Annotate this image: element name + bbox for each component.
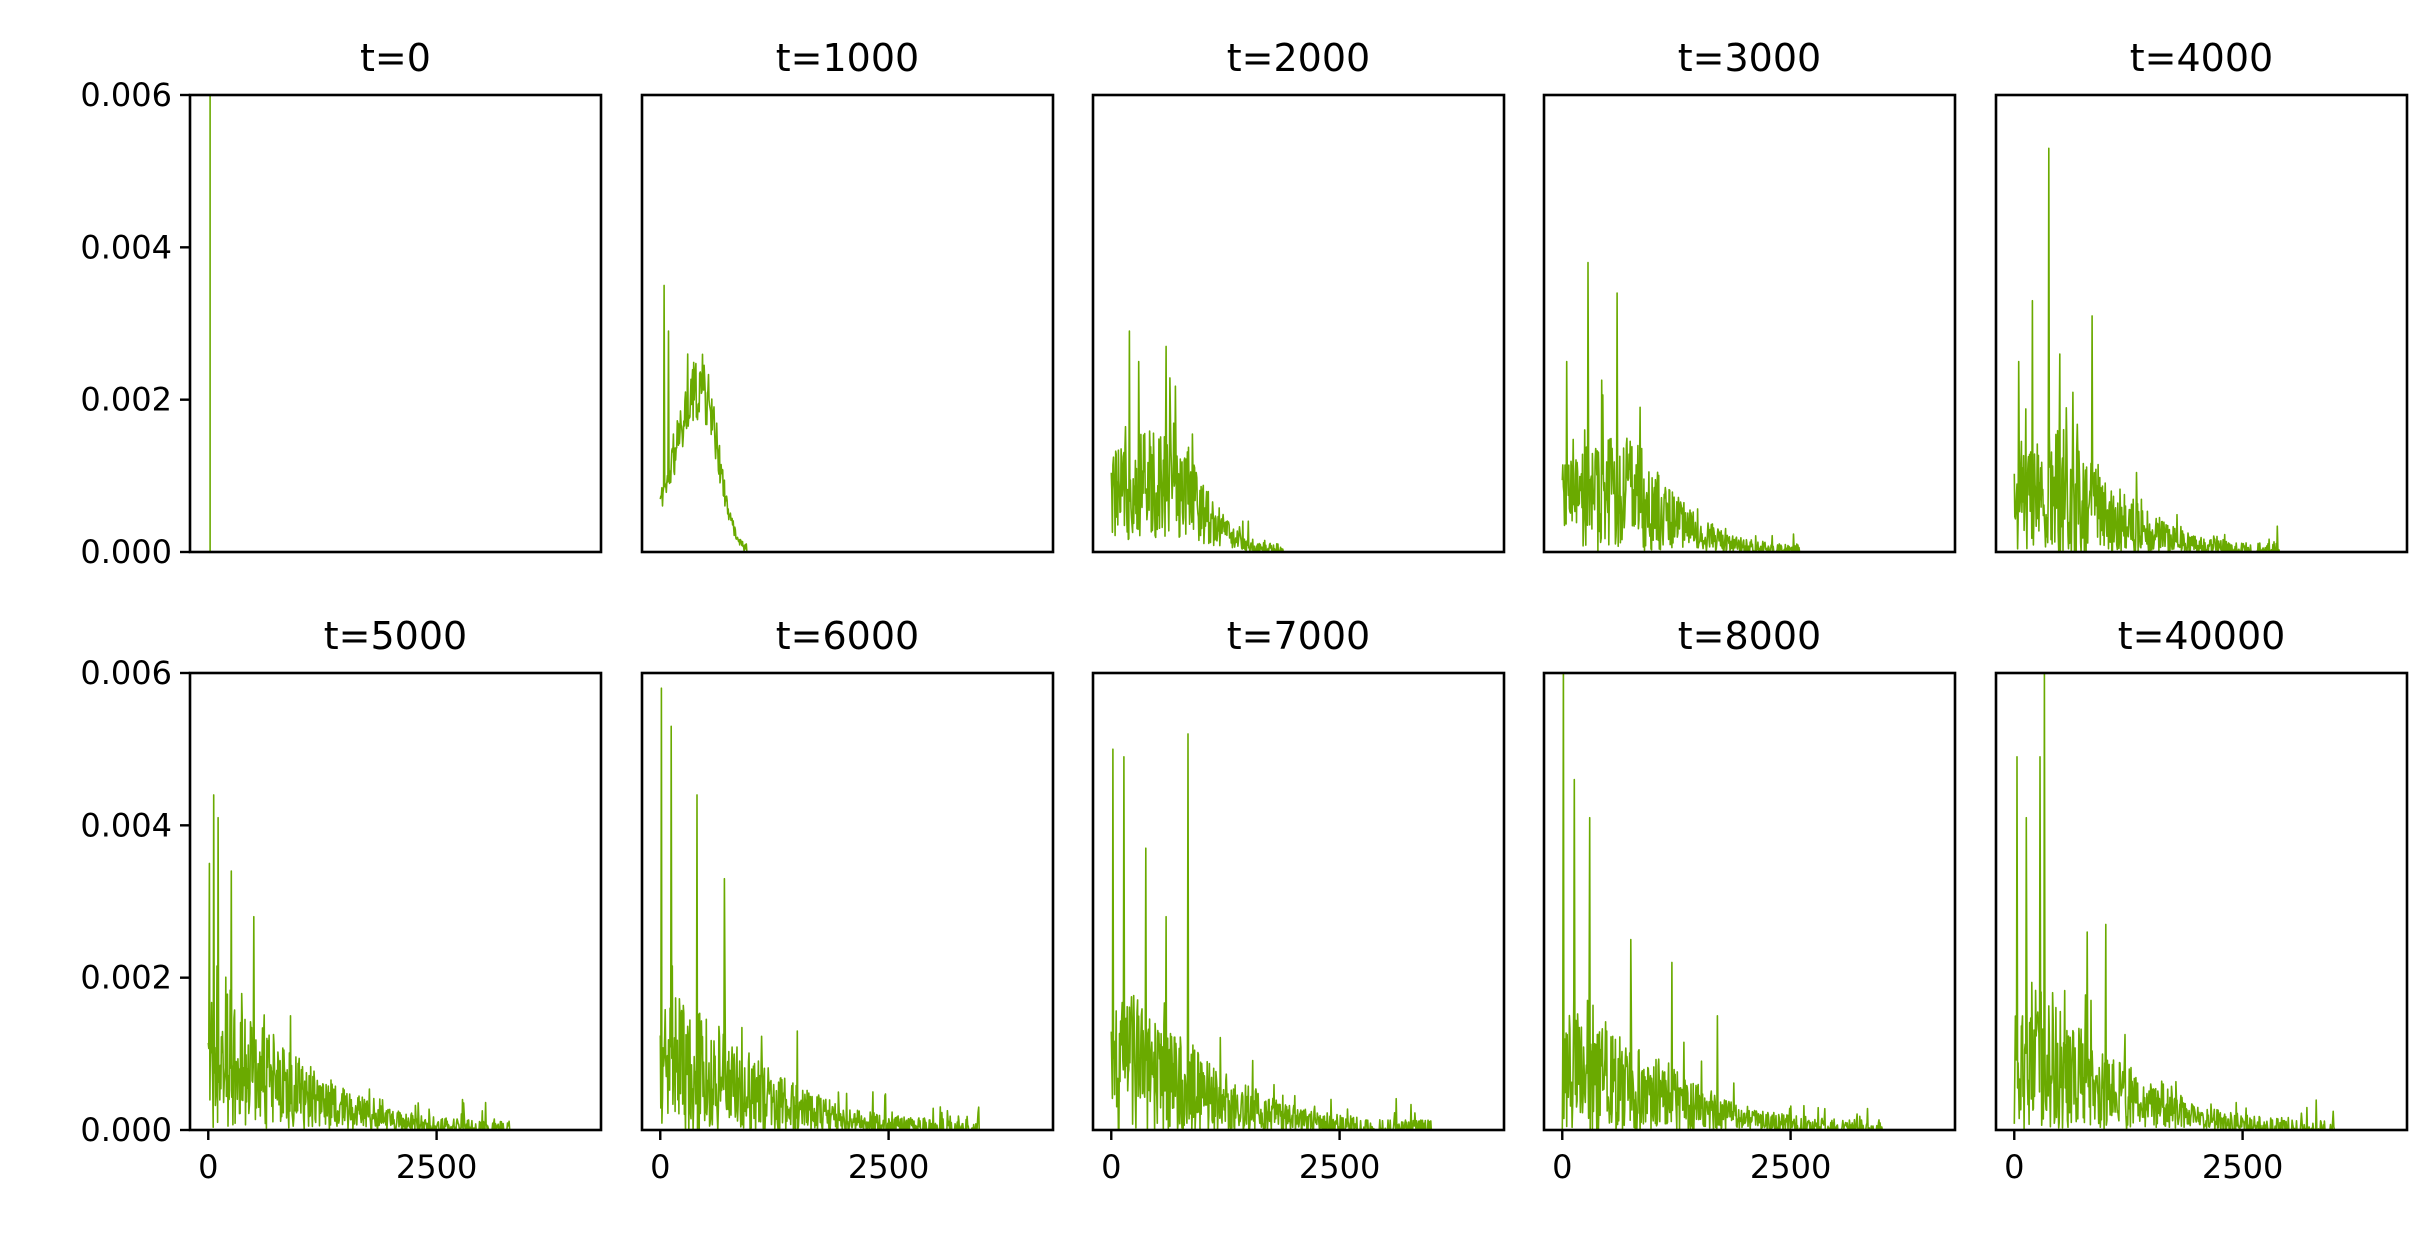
x-tick-label: 2500 xyxy=(2202,1148,2283,1186)
x-tick-label: 0 xyxy=(1101,1148,1121,1186)
x-tick-label: 2500 xyxy=(1299,1148,1380,1186)
x-tick-label: 0 xyxy=(2004,1148,2024,1186)
subplot-1: t=0 0.000 0.002 0.004 0.006 xyxy=(80,36,603,571)
series-line xyxy=(1110,330,1291,552)
y-tick-label: 0.000 xyxy=(80,533,172,571)
subplot-3: t=2000 xyxy=(1091,36,1506,554)
y-tick-label: 0.004 xyxy=(80,228,172,266)
series-line xyxy=(2013,147,2285,552)
series-line xyxy=(659,687,986,1130)
subplot-9: t=8000 0 2500 xyxy=(1542,614,1957,1186)
axes-frame xyxy=(1994,93,2409,554)
series-line xyxy=(1561,673,1888,1130)
axes-frame xyxy=(1542,93,1957,554)
y-tick-label: 0.000 xyxy=(80,1111,172,1149)
x-tick-label: 2500 xyxy=(1750,1148,1831,1186)
subplot-10: t=40000 0 2500 xyxy=(1994,614,2409,1186)
subplot-title: t=8000 xyxy=(1678,614,1821,658)
subplot-4: t=3000 xyxy=(1542,36,1957,554)
subplot-title: t=6000 xyxy=(776,614,919,658)
axes-frame xyxy=(640,93,1055,554)
subplot-title: t=2000 xyxy=(1227,36,1370,80)
axes-frame xyxy=(640,671,1055,1132)
subplot-6: t=5000 0.000 0.002 0.004 0.006 0 2500 xyxy=(80,614,603,1186)
subplot-7: t=6000 0 2500 xyxy=(640,614,1055,1186)
series-line xyxy=(1110,733,1437,1130)
series-line xyxy=(207,794,516,1130)
subplot-title: t=1000 xyxy=(776,36,919,80)
x-tick-label: 0 xyxy=(1552,1148,1572,1186)
subplot-title: t=40000 xyxy=(2118,614,2286,658)
y-tick-label: 0.004 xyxy=(80,806,172,844)
x-tick-label: 2500 xyxy=(396,1148,477,1186)
axes-frame xyxy=(188,93,603,554)
subplot-title: t=4000 xyxy=(2130,36,2273,80)
subplot-title: t=7000 xyxy=(1227,614,1370,658)
y-tick-label: 0.002 xyxy=(80,381,172,419)
subplot-2: t=1000 xyxy=(640,36,1055,554)
axes-frame xyxy=(1091,671,1506,1132)
series-line xyxy=(2013,673,2340,1130)
x-tick-label: 0 xyxy=(198,1148,218,1186)
x-tick-label: 2500 xyxy=(848,1148,929,1186)
y-tick-label: 0.006 xyxy=(80,654,172,692)
axes-frame xyxy=(1994,671,2409,1132)
series-line xyxy=(1561,261,1806,552)
subplot-title: t=5000 xyxy=(324,614,467,658)
series-line xyxy=(659,284,753,552)
axes-frame xyxy=(1091,93,1506,554)
subplot-8: t=7000 0 2500 xyxy=(1091,614,1506,1186)
y-tick-label: 0.006 xyxy=(80,76,172,114)
axes-frame xyxy=(1542,671,1957,1132)
subplot-title: t=3000 xyxy=(1678,36,1821,80)
subplot-5: t=4000 xyxy=(1994,36,2409,554)
axes-frame xyxy=(188,671,603,1132)
y-tick-label: 0.002 xyxy=(80,959,172,997)
x-tick-label: 0 xyxy=(650,1148,670,1186)
subplot-title: t=0 xyxy=(360,36,431,80)
